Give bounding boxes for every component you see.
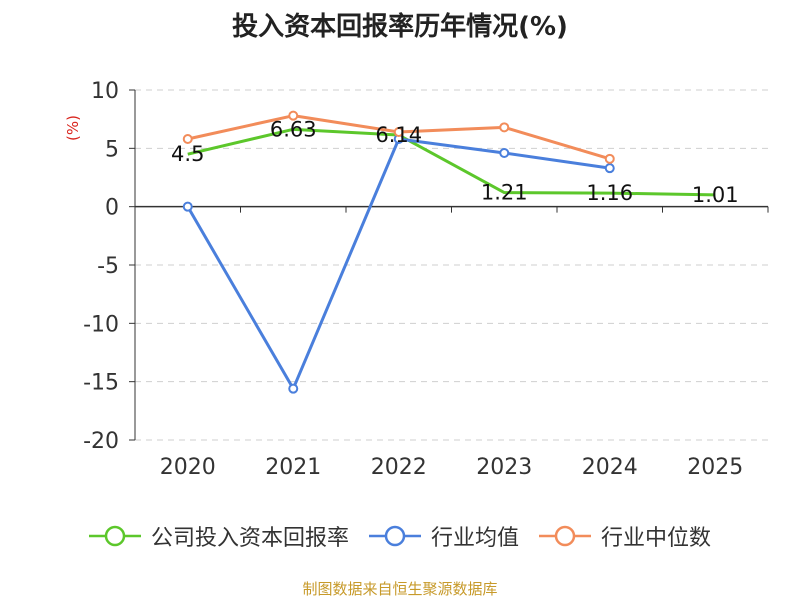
series-point-2 <box>604 153 615 164</box>
x-tick-label: 2021 <box>265 455 321 480</box>
chart-title: 投入资本回报率历年情况(%) <box>232 12 568 42</box>
series-line-1 <box>186 137 610 391</box>
x-tick-label: 2024 <box>582 455 638 480</box>
y-tick-label: -15 <box>83 371 119 396</box>
legend-swatch-industry-median <box>539 525 591 547</box>
data-label: 1.01 <box>692 183 739 207</box>
x-tick-label: 2020 <box>160 455 216 480</box>
series-line-0 <box>187 127 716 197</box>
legend-item-industry-mean[interactable]: 行业均值 <box>368 520 519 552</box>
legend-item-company[interactable]: 公司投入资本回报率 <box>88 520 349 552</box>
series-point-1 <box>182 201 193 212</box>
series-point-2 <box>182 134 193 144</box>
y-tick-label: 10 <box>91 79 119 104</box>
legend-swatch-industry-mean <box>368 525 421 547</box>
y-tick-label: -10 <box>83 312 119 337</box>
data-label: 1.16 <box>586 181 633 205</box>
y-axis-label: (%) <box>64 115 82 141</box>
series-point-2 <box>393 127 404 137</box>
x-tick-label: 2025 <box>687 455 743 480</box>
series-point-1 <box>499 148 510 158</box>
series-point-2 <box>499 122 510 133</box>
legend-label-industry-median: 行业中位数 <box>601 526 712 551</box>
legend-label-company: 公司投入资本回报率 <box>150 526 349 551</box>
y-tick-label: -20 <box>83 429 119 454</box>
data-label: 1.21 <box>481 181 528 205</box>
legend-swatch-company <box>88 525 141 547</box>
series-point-1 <box>604 163 615 174</box>
chart-legend: 公司投入资本回报率 行业均值 行业中位数 <box>0 520 800 552</box>
legend-item-industry-median[interactable]: 行业中位数 <box>539 520 711 552</box>
x-tick-label: 2023 <box>476 455 532 480</box>
series-point-1 <box>288 383 299 394</box>
data-label: 6.63 <box>270 117 317 141</box>
data-label: 4.5 <box>171 142 204 166</box>
series-point-2 <box>288 110 299 121</box>
y-tick-label: 0 <box>105 196 119 221</box>
x-tick-label: 2022 <box>371 455 427 480</box>
y-tick-label: -5 <box>97 254 119 279</box>
source-note: 制图数据来自恒生聚源数据库 <box>302 580 498 598</box>
data-label: 6.14 <box>375 123 422 147</box>
y-tick-label: 5 <box>105 137 119 162</box>
legend-label-industry-mean: 行业均值 <box>430 526 519 551</box>
